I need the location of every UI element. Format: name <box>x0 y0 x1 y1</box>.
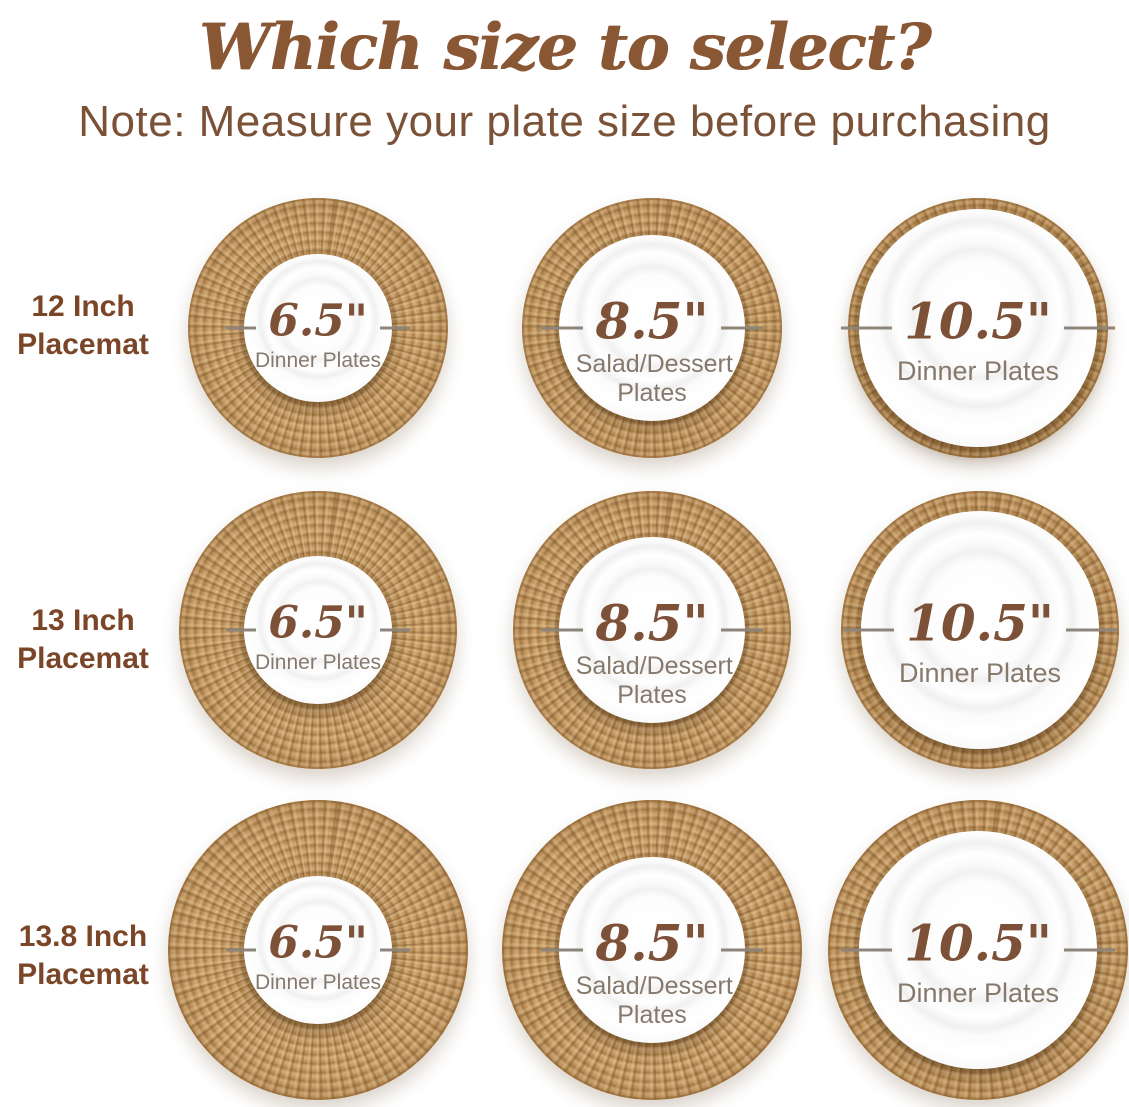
placemat-cell-r2c2: 8.5" Salad/Dessert Plates <box>513 491 791 769</box>
diameter-measure: 10.5" <box>841 292 1116 358</box>
measure-line-right <box>1063 326 1116 330</box>
plate-8-5-inch: 8.5" Salad/Dessert Plates <box>541 537 764 723</box>
plate-size-label: 10.5" <box>904 913 1052 973</box>
plate-type-label: Salad/Dessert Plates <box>575 652 733 710</box>
measure-line-right <box>720 628 764 632</box>
diameter-measure: 10.5" <box>841 914 1116 980</box>
placemat-cell-r3c2: 8.5" Salad/Dessert Plates <box>502 800 802 1100</box>
plate-size-label: 6.5" <box>268 917 368 969</box>
plate-6-5-inch: 6.5" Dinner Plates <box>226 556 411 704</box>
page-title: Which size to select? <box>198 10 932 85</box>
plate-10-5-inch: 10.5" Dinner Plates <box>841 831 1116 1069</box>
page-note: Note: Measure your plate size before pur… <box>78 97 1051 146</box>
plate-type-label: Salad/Dessert Plates <box>575 972 733 1030</box>
plate-size-label: 10.5" <box>904 291 1052 351</box>
measure-line-right <box>379 326 411 330</box>
plate-size-label: 6.5" <box>268 597 368 649</box>
plate-size-label: 8.5" <box>595 913 709 973</box>
plate-10-5-inch: 10.5" Dinner Plates <box>841 209 1116 447</box>
plate-6-5-inch: 6.5" Dinner Plates <box>226 876 411 1024</box>
measure-line-left <box>843 628 895 632</box>
plate-type-label: Salad/Dessert Plates <box>575 350 733 408</box>
plate-type-label: Dinner Plates <box>254 650 382 674</box>
plate-type-label: Dinner Plates <box>896 977 1060 1008</box>
row-label-size: 12 Inch <box>31 290 135 323</box>
plate-size-label: 8.5" <box>595 291 709 351</box>
plate-6-5-inch: 6.5" Dinner Plates <box>226 254 411 402</box>
placemat-cell-r1c3: 10.5" Dinner Plates <box>841 198 1116 458</box>
row-label-13-inch: 13 Inch Placemat <box>4 602 162 678</box>
diameter-measure: 8.5" <box>541 914 764 980</box>
measure-line-left <box>226 326 257 330</box>
row-label-word: Placemat <box>17 642 149 675</box>
diameter-measure: 10.5" <box>843 594 1118 660</box>
diameter-measure: 6.5" <box>226 598 411 656</box>
diameter-measure: 8.5" <box>541 292 764 358</box>
plate-type-label: Dinner Plates <box>896 355 1060 386</box>
placemat-cell-r1c1: 6.5" Dinner Plates <box>188 198 448 458</box>
measure-line-left <box>841 948 893 952</box>
row-label-size: 13 Inch <box>31 604 135 637</box>
row-label-13-8-inch: 13.8 Inch Placemat <box>4 918 162 994</box>
measure-line-right <box>720 326 764 330</box>
plate-8-5-inch: 8.5" Salad/Dessert Plates <box>541 857 764 1043</box>
plate-type-label: Dinner Plates <box>254 970 382 994</box>
plate-size-label: 8.5" <box>595 593 709 653</box>
plate-8-5-inch: 8.5" Salad/Dessert Plates <box>541 235 764 421</box>
measure-line-left <box>841 326 893 330</box>
placemat-cell-r2c1: 6.5" Dinner Plates <box>179 491 457 769</box>
diameter-measure: 6.5" <box>226 296 411 354</box>
measure-line-left <box>541 948 584 952</box>
placemat-cell-r1c2: 8.5" Salad/Dessert Plates <box>522 198 782 458</box>
measure-line-left <box>226 628 257 632</box>
row-label-12-inch: 12 Inch Placemat <box>4 288 162 364</box>
plate-size-label: 10.5" <box>906 593 1054 653</box>
placemat-cell-r3c1: 6.5" Dinner Plates <box>168 800 468 1100</box>
plate-10-5-inch: 10.5" Dinner Plates <box>843 511 1118 749</box>
diameter-measure: 6.5" <box>226 918 411 976</box>
diameter-measure: 8.5" <box>541 594 764 660</box>
measure-line-right <box>379 628 411 632</box>
measure-line-right <box>1065 628 1118 632</box>
plate-size-label: 6.5" <box>268 295 368 347</box>
row-label-word: Placemat <box>17 958 149 991</box>
placemat-cell-r2c3: 10.5" Dinner Plates <box>841 491 1119 769</box>
measure-line-right <box>720 948 764 952</box>
measure-line-left <box>541 628 584 632</box>
plate-type-label: Dinner Plates <box>898 657 1062 688</box>
measure-line-left <box>226 948 257 952</box>
measure-line-right <box>1063 948 1116 952</box>
measure-line-right <box>379 948 411 952</box>
plate-type-label: Dinner Plates <box>254 348 382 372</box>
row-label-word: Placemat <box>17 328 149 361</box>
placemat-cell-r3c3: 10.5" Dinner Plates <box>828 800 1128 1100</box>
row-label-size: 13.8 Inch <box>18 920 148 953</box>
measure-line-left <box>541 326 584 330</box>
